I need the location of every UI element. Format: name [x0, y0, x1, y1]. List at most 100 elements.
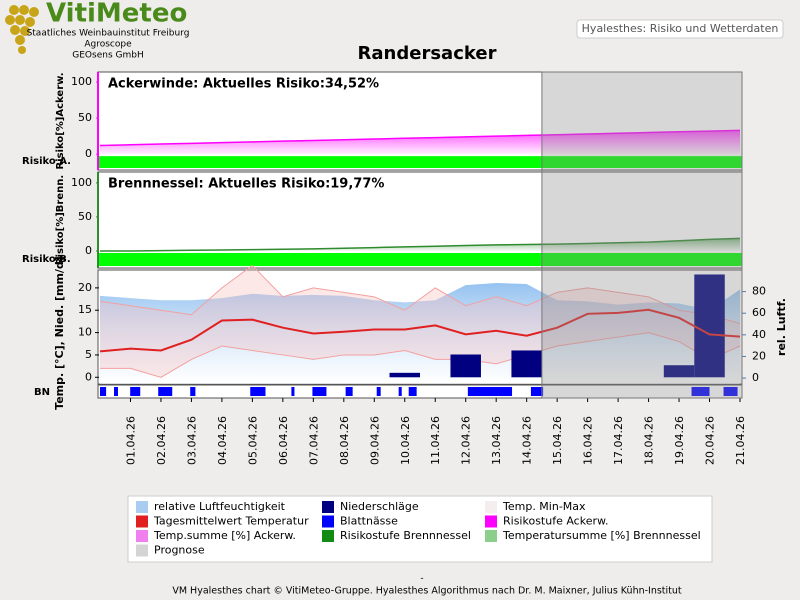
y-tick-label: 5 [85, 348, 92, 361]
y-tick-label: 100 [71, 75, 92, 88]
legend-label: Niederschläge [340, 500, 419, 513]
y-tick-label: 50 [78, 210, 92, 223]
precip-bar [389, 372, 420, 378]
y-tick-label: 20 [78, 281, 92, 294]
x-tick-label: 20.04.26 [704, 416, 717, 465]
precip-bar [450, 354, 481, 378]
leaf-wetness [408, 387, 417, 396]
y-axis-label: Risiko[%]Brenn. [55, 175, 66, 265]
badge: Hyalesthes: Risiko und Wetterdaten [582, 22, 779, 35]
leaf-wetness [158, 387, 173, 396]
leaf-wetness [190, 387, 196, 396]
footer-dash: - [420, 574, 423, 584]
y-tick-label: 0 [85, 244, 92, 257]
temp-max [99, 264, 741, 325]
x-tick-label: 14.04.26 [521, 416, 534, 465]
x-tick-label: 07.04.26 [307, 416, 320, 465]
x-tick-label: 02.04.26 [155, 416, 168, 465]
legend-swatch [485, 530, 497, 542]
x-tick-label: 13.04.26 [490, 416, 503, 465]
line [99, 129, 741, 147]
y-axis-label: Temp. [°C], Nied. [mm/d] [53, 256, 66, 410]
leaf-wetness [100, 387, 107, 396]
temp-band [100, 265, 740, 378]
leaf-wetness [376, 387, 381, 396]
x-tick-label: 15.04.26 [551, 416, 564, 465]
org-line: Agroscope [84, 40, 132, 50]
y2-tick-label: 40 [752, 328, 766, 341]
x-tick-label: 06.04.26 [277, 416, 290, 465]
leaf-wetness [114, 387, 118, 396]
y-tick-label: 50 [78, 111, 92, 124]
y-axis-label: Risiko[%]Ackerw. [55, 72, 66, 169]
legend-swatch [485, 515, 497, 528]
precip-bar [511, 350, 542, 378]
y2-tick-label: 80 [752, 285, 766, 298]
precip-bar [694, 274, 725, 378]
x-tick-label: 19.04.26 [673, 416, 686, 465]
y-tick-label: 0 [85, 370, 92, 383]
logo-text: VitiMeteo [46, 0, 187, 29]
forecast-overlay [541, 71, 743, 399]
x-tick-label: 12.04.26 [460, 416, 473, 465]
leaf-wetness [130, 387, 141, 396]
leaf-wetness [291, 387, 295, 396]
leaf-wetness [467, 387, 513, 396]
legend-swatch [136, 544, 148, 557]
area [100, 130, 740, 155]
line [100, 237, 741, 252]
leaf-wetness [250, 387, 266, 396]
y-tick-label: 0 [85, 147, 92, 160]
bn-label: BN [34, 387, 50, 398]
org-line: Staatliches Weinbauinstitut Freiburg [27, 29, 190, 39]
legend-label: relative Luftfeuchtigkeit [154, 500, 286, 513]
x-tick-label: 09.04.26 [368, 416, 381, 465]
leaf-wetness [345, 387, 353, 396]
plot-bg [97, 171, 743, 269]
panel-title: Ackerwinde: Aktuelles Risiko:34,52% [108, 77, 379, 92]
footer: VM Hyalesthes chart © VitiMeteo-Gruppe. … [172, 586, 682, 597]
legend-label: Blattnässe [340, 515, 398, 528]
legend-label: Temperatursumme [%] Brennnessel [502, 529, 701, 542]
legend-swatch [136, 515, 148, 528]
humidity-area [100, 282, 740, 384]
leaf-wetness [398, 387, 402, 396]
badge-box [576, 19, 784, 39]
x-tick-label: 18.04.26 [643, 416, 656, 465]
org-line: GEOsens GmbH [72, 51, 143, 61]
precip-bar [663, 365, 695, 378]
legend-label: Temp.summe [%] Ackerw. [153, 529, 296, 542]
y-tick-label: 100 [71, 176, 92, 189]
leaf-wetness [691, 387, 710, 396]
risk-label: Risiko B. [22, 254, 71, 265]
legend-label: Tagesmittelwert Temperatur [153, 515, 309, 528]
legend-swatch [322, 530, 334, 542]
panel-title: Brennnessel: Aktuelles Risiko:19,77% [108, 177, 384, 192]
y2-tick-label: 60 [752, 306, 766, 319]
y2-tick-label: 0 [752, 371, 759, 384]
x-tick-label: 05.04.26 [246, 416, 259, 465]
legend-label: Prognose [154, 544, 205, 557]
leaf-wetness [530, 387, 544, 396]
legend-swatch [136, 501, 148, 513]
risk-strip [98, 252, 742, 266]
logo-grapes [5, 5, 39, 54]
x-tick-label: 21.04.26 [734, 416, 747, 465]
risk-label: Risiko A. [22, 156, 71, 167]
legend-label: Risikostufe Ackerw. [503, 515, 608, 528]
x-tick-label: 01.04.26 [124, 416, 137, 465]
temp-mean [99, 308, 741, 353]
y-tick-label: 15 [78, 303, 92, 316]
legend-swatch [136, 530, 148, 542]
legend-swatch [322, 501, 334, 513]
y-tick-label: 10 [78, 326, 92, 339]
y2-tick-label: 20 [752, 349, 766, 362]
legend-box [127, 495, 713, 563]
x-tick-label: 03.04.26 [185, 416, 198, 465]
x-tick-label: 17.04.26 [612, 416, 625, 465]
area [100, 238, 740, 251]
x-tick-label: 08.04.26 [338, 416, 351, 465]
legend-label: Temp. Min-Max [502, 500, 586, 513]
risk-strip [98, 156, 742, 168]
